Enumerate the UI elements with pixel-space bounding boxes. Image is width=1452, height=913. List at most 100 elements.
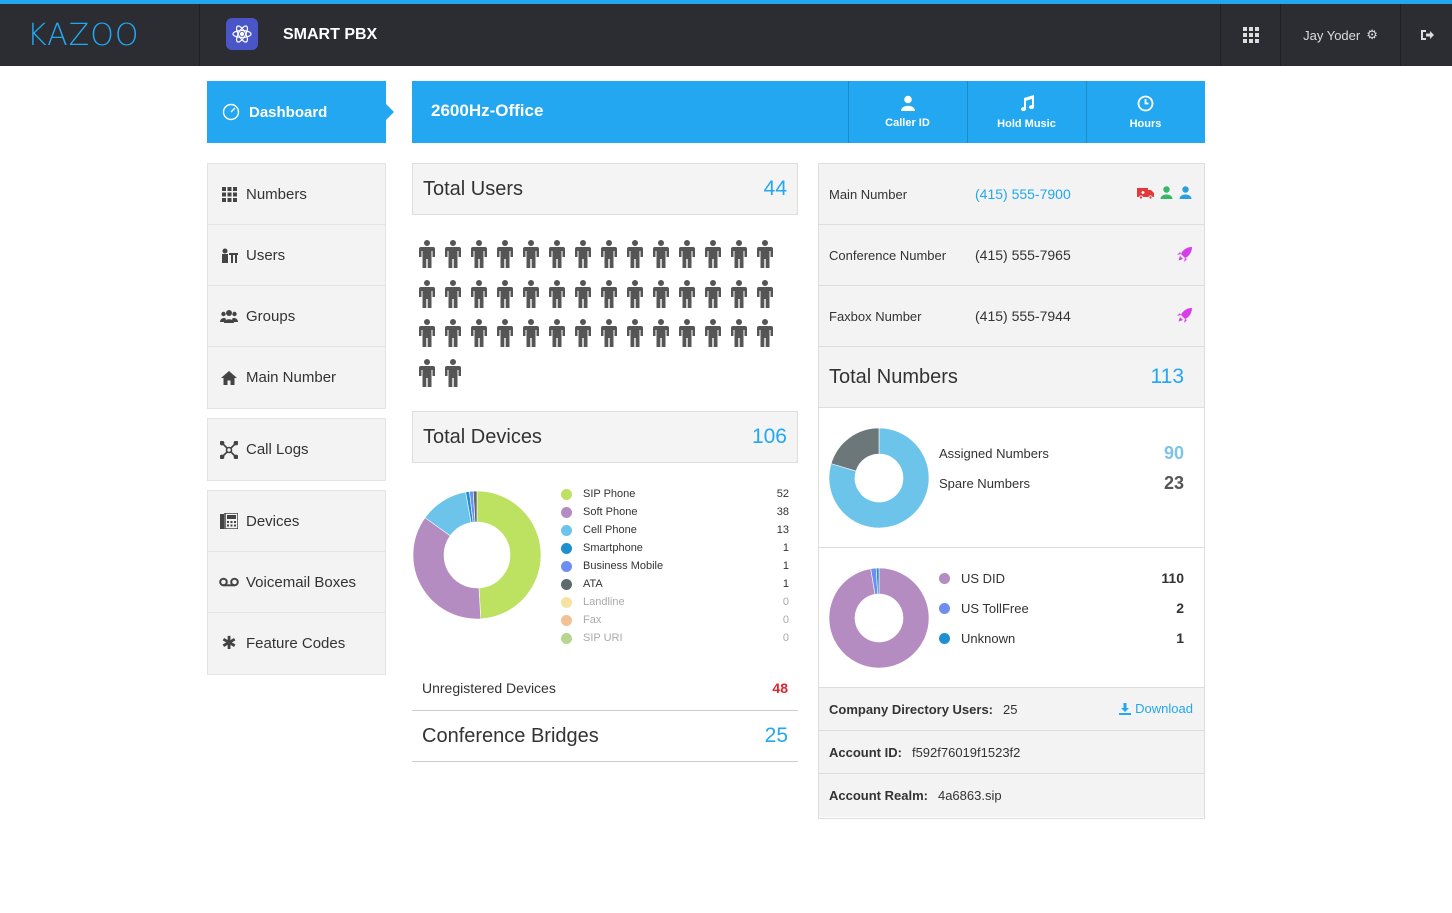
user-desk-icon — [218, 248, 240, 263]
account-banner: 2600Hz-Office Caller ID Hold Music Hours — [412, 81, 1205, 143]
types-slice-us-did[interactable] — [829, 568, 929, 668]
ambulance-icon — [1137, 188, 1154, 199]
nav-dashboard[interactable]: Dashboard — [207, 81, 394, 143]
legend-swatch — [561, 524, 572, 536]
devices-slice-ata[interactable] — [472, 490, 478, 523]
user-menu[interactable]: Jay Yoder ⚙ — [1280, 4, 1400, 66]
assigned-slice-assigned-numbers[interactable] — [829, 428, 929, 528]
total-users-title: Total Users — [423, 177, 524, 200]
legend-label: Smartphone — [583, 542, 643, 554]
number-type-value: 2 — [1176, 600, 1184, 616]
nav-item-voicemail-boxes[interactable]: Voicemail Boxes — [208, 552, 385, 613]
legend-item: Smartphone 1 — [561, 539, 789, 557]
person-icon — [648, 319, 674, 359]
unregistered-devices-row[interactable]: Unregistered Devices 48 — [412, 665, 798, 711]
spare-numbers-row: Spare Numbers 23 — [939, 468, 1184, 498]
devices-slice-sip-phone[interactable] — [476, 490, 542, 620]
nav-group-main: Numbers Users Groups Main Number — [207, 163, 386, 409]
person-icon — [414, 319, 440, 359]
app-title: SMART PBX — [283, 26, 378, 43]
legend-value: 13 — [776, 524, 789, 536]
group-icon — [218, 309, 240, 323]
main-number-row[interactable]: Main Number (415) 555-7900 — [819, 164, 1204, 225]
legend-item: SIP Phone 52 — [561, 485, 789, 503]
spare-numbers-value: 23 — [1163, 472, 1184, 493]
caller-id-button[interactable]: Caller ID — [848, 81, 966, 143]
legend-swatch — [561, 596, 572, 608]
account-realm-label: Account Realm: — [829, 788, 928, 803]
dashboard-icon — [222, 103, 240, 121]
apps-grid-button[interactable] — [1220, 4, 1280, 66]
person-icon — [674, 279, 700, 320]
number-type-row: Unknown 1 — [939, 623, 1184, 653]
assigned-numbers-label: Assigned Numbers — [939, 445, 1049, 461]
download-link[interactable]: Download — [1119, 701, 1193, 716]
account-id-label: Account ID: — [829, 744, 902, 760]
legend-value: 38 — [776, 506, 789, 518]
main-number-label: Main Number — [829, 186, 908, 202]
devices-slice-soft-phone[interactable] — [412, 517, 482, 620]
assigned-slice-spare-numbers[interactable] — [830, 428, 880, 472]
legend-value: 1 — [782, 542, 789, 554]
hours-button[interactable]: Hours — [1086, 81, 1204, 143]
users-pictogram — [414, 240, 794, 398]
number-types-section: US DID 110 US TollFree 2 Unknown 1 — [819, 548, 1204, 688]
legend-label: Business Mobile — [583, 560, 664, 572]
kazoo-logo[interactable]: KAZOO — [0, 4, 200, 66]
person-icon — [466, 240, 492, 280]
faxbox-number-row[interactable]: Faxbox Number (415) 555-7944 — [819, 286, 1204, 347]
nav-group-devices: Devices Voicemail Boxes ✱ Feature Codes — [207, 490, 386, 675]
legend-value: 1 — [782, 578, 789, 590]
person-icon — [622, 240, 648, 280]
total-numbers-header[interactable]: Total Numbers 113 — [819, 347, 1204, 408]
user-name: Jay Yoder — [1303, 27, 1361, 43]
unregistered-count: 48 — [772, 679, 788, 696]
number-type-value: 1 — [1176, 630, 1184, 646]
legend-value: 52 — [776, 488, 789, 500]
legend-item: SIP URI 0 — [561, 629, 789, 647]
nav-item-devices[interactable]: Devices — [208, 491, 385, 552]
nav-item-feature-codes[interactable]: ✱ Feature Codes — [208, 613, 385, 674]
nav-item-users[interactable]: Users — [208, 225, 385, 286]
person-icon — [726, 319, 752, 359]
person-icon — [596, 240, 622, 280]
legend-swatch — [561, 506, 572, 518]
person-icon — [752, 279, 778, 320]
devices-donut-chart — [412, 490, 542, 620]
nav-group-logs: Call Logs — [207, 418, 386, 481]
person-icon — [570, 279, 596, 320]
person-icon — [544, 279, 570, 320]
person-icon — [440, 279, 466, 320]
grid-icon — [218, 186, 240, 202]
total-devices-count: 106 — [751, 425, 787, 448]
clock-icon — [1137, 95, 1154, 111]
person-icon — [674, 240, 700, 280]
music-icon — [1020, 94, 1034, 111]
fax-icon — [218, 513, 240, 529]
nav-item-groups[interactable]: Groups — [208, 286, 385, 347]
account-id-value: f592f76019f1523f2 — [911, 744, 1021, 760]
person-icon — [440, 319, 466, 359]
nav-item-call-logs[interactable]: Call Logs — [208, 419, 385, 480]
atom-icon[interactable] — [226, 18, 258, 50]
user-blue-icon — [1179, 186, 1192, 199]
total-devices-header[interactable]: Total Devices 106 — [412, 411, 798, 463]
legend-item: Cell Phone 13 — [561, 521, 789, 539]
number-type-row: US TollFree 2 — [939, 593, 1184, 623]
types-slice-unknown[interactable] — [875, 568, 880, 595]
person-icon — [414, 240, 440, 280]
legend-swatch — [561, 632, 572, 644]
person-icon — [492, 240, 518, 280]
number-types-donut-chart — [829, 568, 929, 668]
conference-bridges-row[interactable]: Conference Bridges 25 — [412, 711, 798, 762]
network-icon — [218, 440, 240, 459]
rocket-icon — [1177, 247, 1192, 262]
logout-button[interactable] — [1400, 4, 1452, 66]
hold-music-button[interactable]: Hold Music — [967, 81, 1085, 143]
nav-item-numbers[interactable]: Numbers — [208, 164, 385, 225]
nav-item-main-number[interactable]: Main Number — [208, 347, 385, 408]
main-number-value[interactable]: (415) 555-7900 — [975, 186, 1071, 202]
conference-number-row[interactable]: Conference Number (415) 555-7965 — [819, 225, 1204, 286]
total-users-header[interactable]: Total Users 44 — [412, 163, 798, 215]
conference-number-value: (415) 555-7965 — [975, 247, 1071, 263]
